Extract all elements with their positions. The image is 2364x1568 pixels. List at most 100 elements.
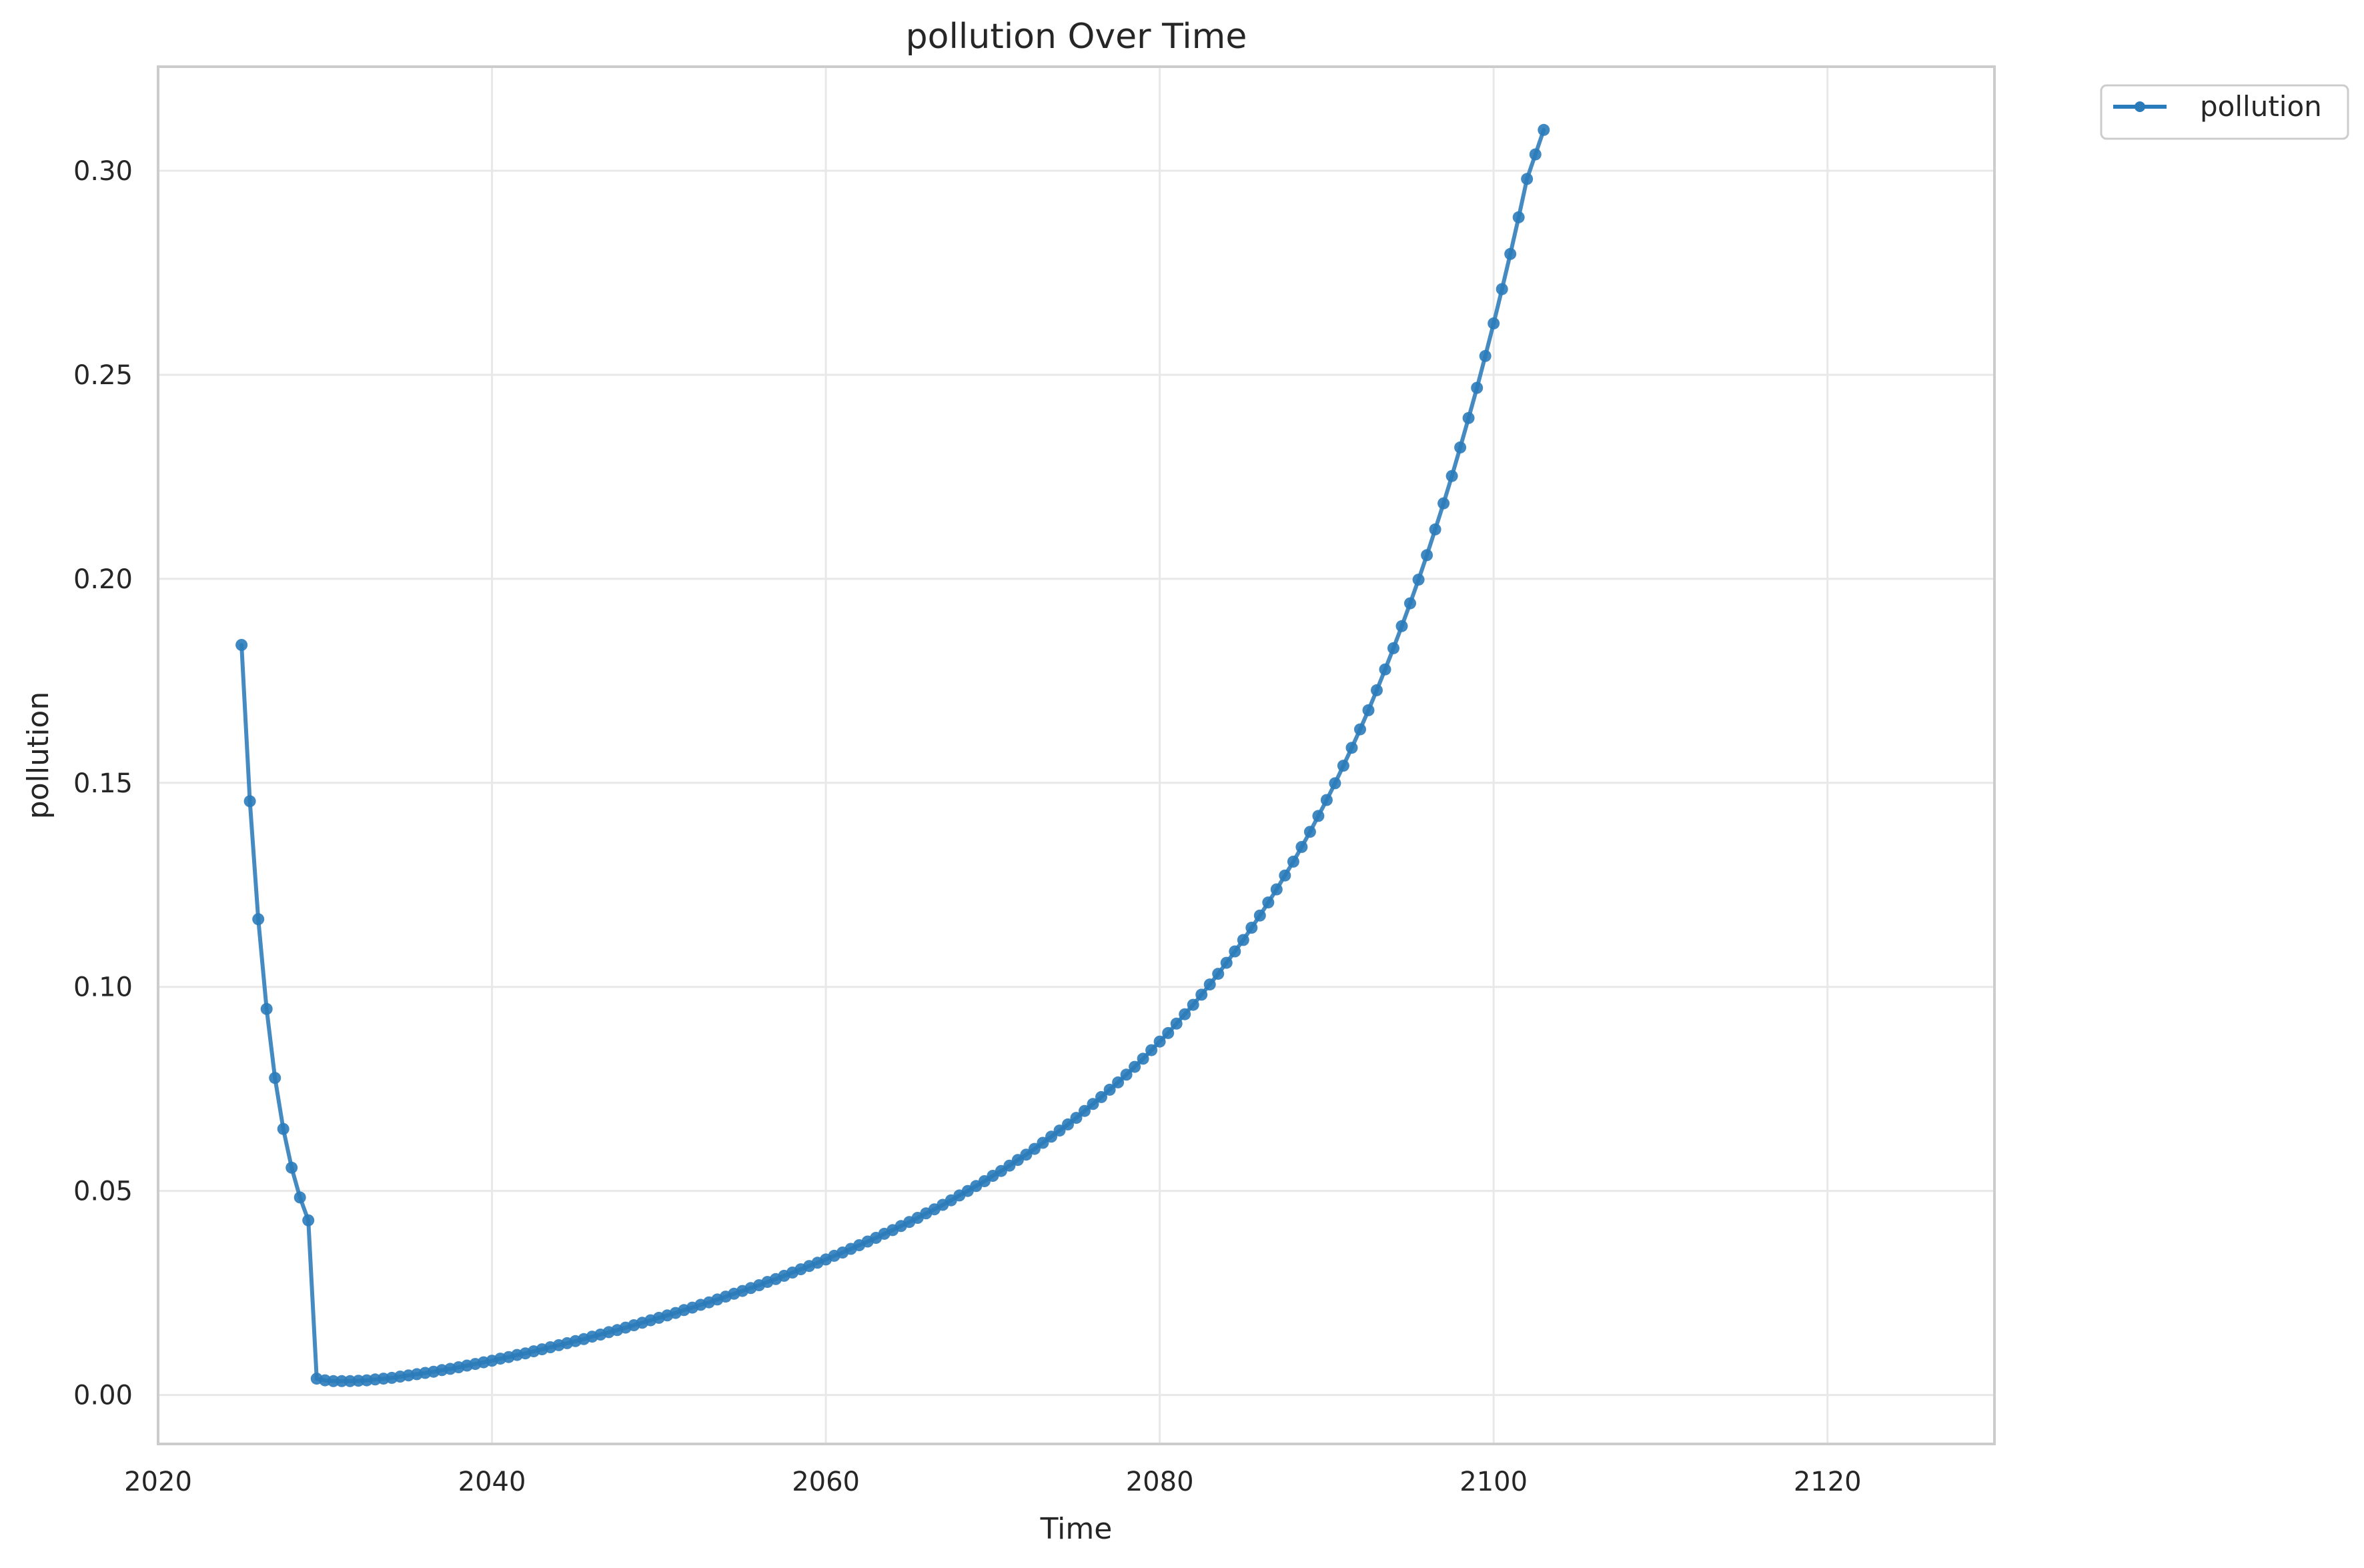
data-point — [1279, 869, 1291, 882]
data-point — [1237, 934, 1249, 946]
data-point — [252, 913, 265, 926]
data-point — [260, 1002, 273, 1015]
data-point — [1262, 896, 1275, 909]
legend-label: pollution — [2200, 90, 2322, 123]
data-point — [1087, 1098, 1099, 1110]
data-point — [1395, 620, 1408, 632]
data-point — [1220, 956, 1233, 969]
data-point — [1479, 349, 1492, 362]
x-tick-label: 2020 — [124, 1467, 192, 1497]
x-tick-label: 2100 — [1459, 1467, 1528, 1497]
data-point — [1145, 1044, 1158, 1056]
data-point — [1303, 826, 1316, 838]
data-point — [1320, 794, 1333, 806]
data-point — [1212, 968, 1225, 980]
series-group — [235, 123, 1550, 1387]
data-point — [1488, 317, 1500, 329]
data-point — [1028, 1142, 1041, 1155]
data-point — [1137, 1052, 1149, 1065]
y-axis-label: pollution — [21, 692, 55, 819]
data-point — [1045, 1130, 1057, 1143]
data-point — [1295, 840, 1308, 853]
x-tick-label: 2120 — [1794, 1467, 1862, 1497]
data-point — [1153, 1035, 1166, 1048]
data-point — [336, 1375, 348, 1387]
data-point — [243, 795, 256, 808]
data-point — [1538, 123, 1550, 136]
y-tick-label: 0.30 — [73, 156, 133, 187]
data-point — [1445, 470, 1458, 482]
data-point — [327, 1375, 340, 1387]
y-tick-label: 0.25 — [73, 360, 133, 391]
data-point — [235, 639, 248, 651]
data-point — [1170, 1017, 1183, 1030]
data-point — [1429, 523, 1441, 536]
chart-title: pollution Over Time — [906, 17, 1247, 57]
data-point — [1129, 1060, 1141, 1073]
x-axis-label: Time — [1040, 1512, 1113, 1546]
data-point — [1037, 1136, 1049, 1149]
data-point — [1454, 441, 1467, 454]
data-point — [1521, 173, 1534, 185]
data-point — [1312, 810, 1325, 822]
data-point — [302, 1214, 315, 1227]
data-point — [1404, 597, 1416, 610]
x-tick-label: 2080 — [1126, 1467, 1194, 1497]
data-point — [1421, 549, 1433, 562]
data-point — [1529, 148, 1542, 161]
data-point — [1354, 723, 1366, 736]
data-point — [1162, 1026, 1175, 1039]
y-tick-label: 0.10 — [73, 972, 133, 1003]
data-point — [1287, 855, 1299, 868]
data-point — [1229, 945, 1241, 958]
x-axis-ticks: 2020 2040 2060 2080 2100 2120 — [124, 1467, 1862, 1497]
data-point — [1195, 988, 1208, 1001]
data-point — [269, 1072, 281, 1084]
data-point — [1053, 1124, 1066, 1137]
data-point — [1270, 883, 1283, 896]
data-point — [1203, 978, 1216, 991]
legend: pollution — [2100, 84, 2349, 140]
data-point — [1062, 1118, 1074, 1130]
y-tick-label: 0.20 — [73, 564, 133, 595]
data-point — [1095, 1090, 1107, 1103]
data-point — [1362, 704, 1375, 716]
data-point — [1387, 642, 1399, 654]
y-tick-label: 0.15 — [73, 768, 133, 799]
y-tick-label: 0.00 — [73, 1381, 133, 1411]
data-point — [1379, 663, 1391, 676]
x-tick-label: 2040 — [458, 1467, 526, 1497]
data-point — [1103, 1083, 1116, 1096]
data-point — [1079, 1104, 1091, 1117]
data-point — [1070, 1112, 1083, 1124]
data-point — [1345, 742, 1358, 754]
grid — [157, 67, 1994, 1444]
x-tick-label: 2060 — [792, 1467, 860, 1497]
data-point — [1329, 777, 1341, 790]
data-point — [1253, 909, 1266, 922]
data-point — [1120, 1068, 1133, 1081]
plot-area-frame — [157, 65, 1996, 1445]
legend-box — [2100, 84, 2349, 140]
data-point — [1337, 760, 1349, 772]
legend-dot-marker — [2135, 101, 2145, 112]
data-point — [285, 1161, 298, 1174]
data-point — [1462, 412, 1475, 424]
data-point — [1471, 381, 1484, 394]
data-point — [1187, 998, 1199, 1011]
data-point — [277, 1122, 289, 1135]
data-point — [293, 1191, 306, 1204]
y-axis-ticks: 0.00 0.05 0.10 0.15 0.20 0.25 0.30 — [73, 156, 133, 1411]
data-point — [1245, 922, 1258, 934]
data-point — [1112, 1076, 1125, 1088]
data-point — [1437, 497, 1450, 510]
data-point — [1496, 283, 1508, 295]
data-point — [1504, 247, 1517, 260]
data-point — [1512, 211, 1525, 223]
data-point — [1179, 1008, 1191, 1020]
data-point — [1371, 684, 1383, 696]
y-tick-label: 0.05 — [73, 1177, 133, 1207]
data-point — [1412, 574, 1425, 586]
